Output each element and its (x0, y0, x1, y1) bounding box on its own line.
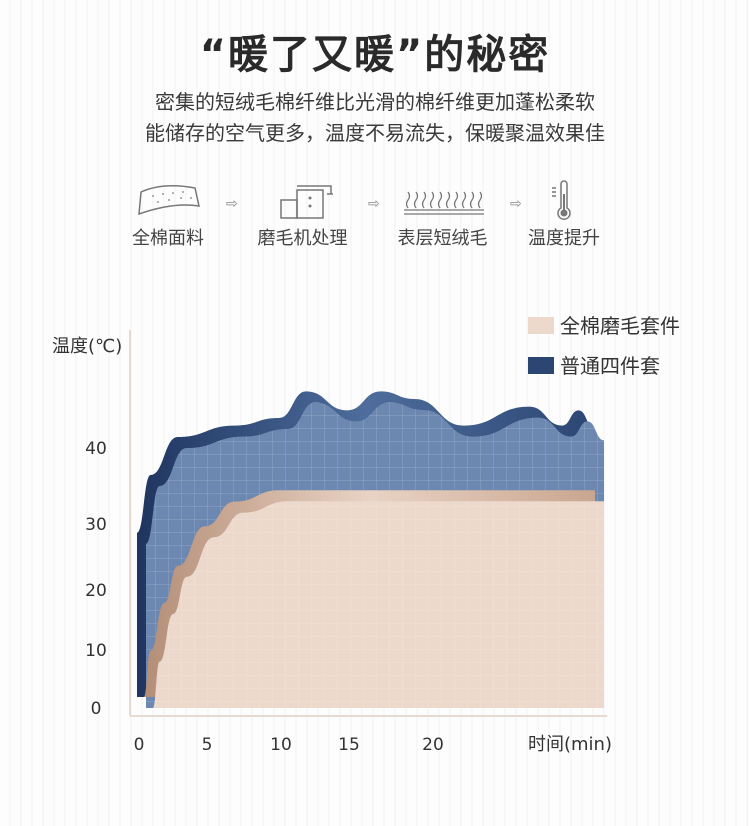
page-title: “暖了又暖”的秘密 (199, 32, 551, 78)
y-tick-label: 0 (91, 699, 102, 719)
legend-swatch-beige (528, 317, 554, 334)
step-label: 磨毛机处理 (257, 228, 348, 249)
x-tick-label: 5 (202, 735, 213, 755)
step-label: 全棉面料 (132, 228, 204, 249)
legend-swatch-blue (528, 357, 554, 374)
step-label: 表层短绒毛 (397, 228, 488, 249)
process-step-temperature: 温度提升 (524, 180, 604, 250)
y-tick-label: 30 (85, 515, 107, 535)
subtitle-line-1: 密集的短绒毛棉纤维比光滑的棉纤维更加蓬松柔软 (155, 90, 595, 114)
subtitle-line-2: 能储存的空气更多，温度不易流失，保暖聚温效果佳 (145, 121, 605, 145)
x-tick-label: 0 (134, 735, 145, 755)
thermometer-icon (552, 180, 571, 220)
fabric-icon (138, 185, 200, 216)
short-fleece-icon (403, 191, 484, 215)
legend-label: 普通四件套 (560, 354, 660, 378)
x-tick-label: 10 (270, 735, 292, 755)
arrow-icon: ⇨ (226, 196, 238, 212)
legend-label: 全棉磨毛套件 (560, 314, 680, 338)
x-tick-label: 15 (338, 735, 360, 755)
process-step-fleece: 表层短绒毛 (395, 180, 490, 250)
y-tick-label: 20 (85, 581, 107, 601)
step-label: 温度提升 (528, 228, 600, 249)
arrow-icon: ⇨ (510, 196, 522, 212)
y-tick-label: 10 (85, 641, 107, 661)
x-axis-label: 时间(min) (528, 734, 612, 755)
y-tick-label: 40 (85, 439, 107, 459)
process-step-fabric: 全棉面料 (128, 180, 208, 250)
process-step-brushing: 磨毛机处理 (250, 180, 355, 250)
y-axis-label: 温度(℃) (52, 336, 122, 357)
series-cotton-brushed-grid (152, 501, 605, 708)
arrow-icon: ⇨ (368, 196, 380, 212)
brushing-machine-icon (279, 185, 333, 219)
x-tick-label: 20 (422, 735, 444, 755)
